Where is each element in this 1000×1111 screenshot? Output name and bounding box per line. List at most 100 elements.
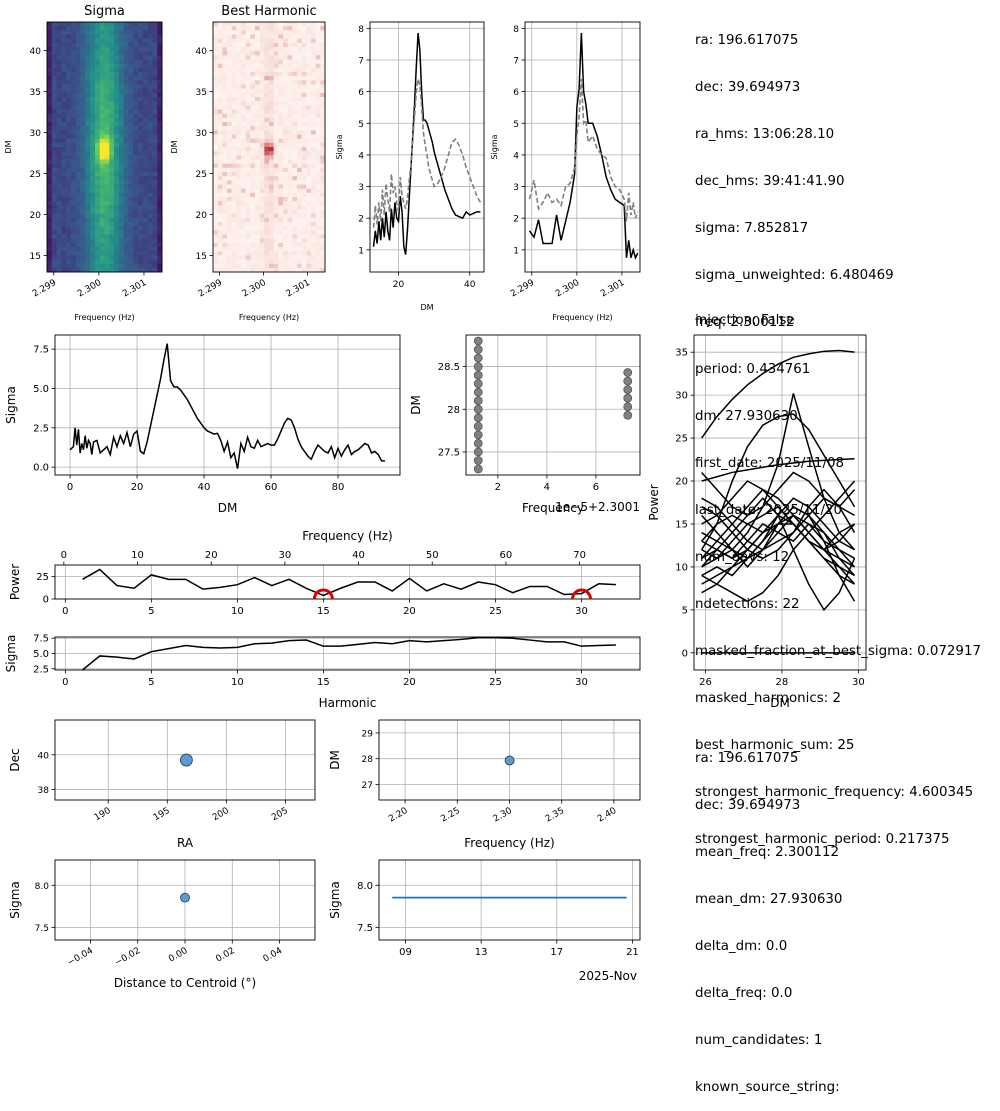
heatmap-cell <box>94 109 101 115</box>
heatmap-cell <box>56 126 62 131</box>
heatmap-cell <box>109 42 115 48</box>
heatmap-cell <box>138 38 144 44</box>
heatmap-cell <box>142 180 149 185</box>
heatmap-cell <box>213 126 219 131</box>
heatmap-cell <box>231 172 237 177</box>
heatmap-cell <box>255 201 261 206</box>
heatmap-cell <box>320 209 326 215</box>
x-tick-label: 2.301 <box>599 278 626 300</box>
heatmap-cell <box>85 113 91 119</box>
heatmap-cell <box>152 230 158 235</box>
y-tick-label: 35 <box>30 88 41 98</box>
heatmap-cell <box>315 163 321 169</box>
heatmap-cell <box>157 88 163 94</box>
heatmap-cell <box>66 34 72 40</box>
heatmap-cell <box>241 155 247 160</box>
info-mean-dm: mean_dm: 27.930630 <box>695 892 843 908</box>
heatmap-cell <box>47 101 53 106</box>
heatmap-cell <box>227 138 233 144</box>
heatmap-cell <box>157 147 163 152</box>
heatmap-cell <box>250 163 256 169</box>
x-tick-label: 2.301 <box>121 278 148 300</box>
heatmap-cell <box>152 151 158 156</box>
heatmap-cell <box>231 197 237 202</box>
heatmap-cell <box>315 213 321 219</box>
heatmap-cell <box>99 172 105 177</box>
heatmap-cell <box>320 180 326 185</box>
heatmap-cell <box>61 205 67 210</box>
heatmap-cell <box>56 109 62 115</box>
heatmap-cell <box>114 26 120 31</box>
heatmap-cell <box>152 109 158 115</box>
heatmap-cell <box>70 84 77 90</box>
y-tick-label: 25 <box>196 170 207 180</box>
detection-point <box>473 447 483 457</box>
heatmap-cell <box>85 238 91 244</box>
heatmap-cell <box>75 126 81 131</box>
heatmap-cell <box>236 97 242 102</box>
heatmap-cell <box>56 213 62 219</box>
heatmap-cell <box>99 159 105 165</box>
heatmap-cell <box>315 209 321 215</box>
heatmap-cell <box>99 201 105 206</box>
heatmap-cell <box>152 222 158 227</box>
heatmap-cell <box>133 113 139 119</box>
heatmap-cell <box>278 63 284 69</box>
heatmap-cell <box>292 72 298 77</box>
heatmap-cell <box>128 55 134 60</box>
detection-point <box>473 370 483 380</box>
heatmap-cell <box>152 101 158 106</box>
y-tick-label: 8 <box>358 25 364 35</box>
heatmap-cell <box>222 38 228 44</box>
heatmap-cell <box>278 47 284 52</box>
heatmap-cell <box>320 217 326 223</box>
heatmap-cell <box>245 209 251 215</box>
heatmap-cell <box>311 184 317 190</box>
heatmap-cell <box>61 101 67 106</box>
heatmap-cell <box>264 267 270 273</box>
heatmap-cell <box>104 126 110 131</box>
heatmap-cell <box>273 130 279 135</box>
heatmap-cell <box>320 130 326 135</box>
heatmap-cell <box>292 197 298 202</box>
heatmap-cell <box>80 117 86 123</box>
heatmap-cell <box>255 88 261 94</box>
heatmap-cell <box>90 38 96 44</box>
heatmap-cell <box>241 192 247 198</box>
heatmap-cell <box>292 180 298 185</box>
heatmap-cell <box>94 251 101 256</box>
heatmap-cell <box>133 142 139 148</box>
heatmap-cell <box>152 30 158 35</box>
heatmap-cell <box>47 234 53 240</box>
heatmap-cell <box>152 255 158 260</box>
heatmap-cell <box>123 130 129 135</box>
heatmap-cell <box>292 163 298 169</box>
heatmap-cell <box>217 30 223 35</box>
heatmap-cell <box>99 26 105 31</box>
heatmap-cell <box>241 247 247 252</box>
heatmap-cell <box>47 147 53 152</box>
heatmap-cell <box>213 163 219 169</box>
heatmap-cell <box>70 130 77 135</box>
series-line-weighted <box>372 33 481 255</box>
heatmap-cell <box>241 138 247 144</box>
heatmap-cell <box>147 113 153 119</box>
heatmap-cell <box>99 213 105 219</box>
heatmap-cell <box>47 201 53 206</box>
heatmap-cell <box>301 26 307 31</box>
heatmap-cell <box>245 176 251 181</box>
heatmap-cell <box>236 180 242 185</box>
heatmap-cell <box>157 47 163 52</box>
heatmap-cell <box>273 167 279 173</box>
detection-point <box>623 368 633 377</box>
heatmap-cell <box>217 242 223 248</box>
heatmap-cell <box>245 263 251 269</box>
heatmap-cell <box>278 34 284 40</box>
heatmap-cell <box>157 92 163 98</box>
heatmap-cell <box>241 122 247 127</box>
heatmap-cell <box>142 197 149 202</box>
heatmap-cell <box>51 172 57 177</box>
heatmap-cell <box>61 105 67 110</box>
detection-point <box>473 456 483 465</box>
heatmap-cell <box>306 122 312 127</box>
